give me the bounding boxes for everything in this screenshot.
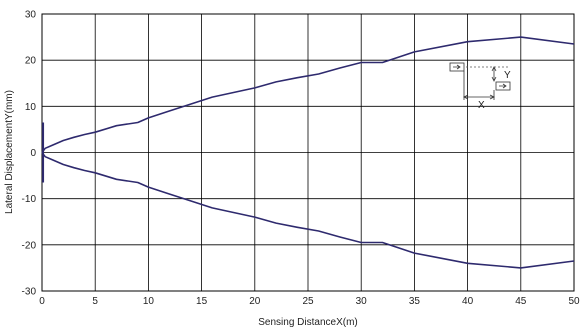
x-tick-labels: 0 5 10 15 20 25 30 35 40 45 50 xyxy=(39,296,580,307)
y-dimension-arrows xyxy=(491,66,497,82)
x-tick-label: 40 xyxy=(462,296,474,307)
y-tick-label: 10 xyxy=(25,102,37,113)
x-tick-label: 5 xyxy=(92,296,98,307)
x-tick-label: 45 xyxy=(515,296,527,307)
series-layer xyxy=(41,36,575,269)
x-dimension-arrows xyxy=(463,94,495,100)
x-tick-label: 35 xyxy=(409,296,421,307)
lower-boundary-line xyxy=(41,152,575,269)
inset-x-label: X xyxy=(478,100,485,111)
emitter-arrow-icon xyxy=(453,64,461,70)
x-tick-label: 10 xyxy=(143,296,155,307)
y-tick-label: 20 xyxy=(25,56,37,67)
x-tick-label: 20 xyxy=(249,296,261,307)
x-tick-label: 25 xyxy=(302,296,314,307)
y-tick-label: -10 xyxy=(22,194,37,205)
x-axis-title: Sensing DistanceX(m) xyxy=(258,317,357,328)
y-tick-label: 0 xyxy=(30,148,36,159)
inset-y-label: Y xyxy=(504,70,511,81)
receiver-arrow-icon xyxy=(499,83,507,89)
x-tick-label: 0 xyxy=(39,296,45,307)
y-tick-label: -20 xyxy=(22,240,37,251)
x-tick-label: 50 xyxy=(568,296,580,307)
y-tick-labels: -30 -20 -10 0 10 20 30 xyxy=(22,10,37,298)
y-tick-label: -30 xyxy=(22,287,37,298)
grid-layer xyxy=(41,13,575,292)
upper-boundary-line xyxy=(41,36,575,153)
x-tick-label: 15 xyxy=(196,296,208,307)
y-axis-title: Lateral DisplacementY(mm) xyxy=(4,90,15,214)
sensor-diagram: Y X xyxy=(449,62,511,111)
y-tick-label: 30 xyxy=(25,10,37,21)
x-tick-label: 30 xyxy=(356,296,368,307)
